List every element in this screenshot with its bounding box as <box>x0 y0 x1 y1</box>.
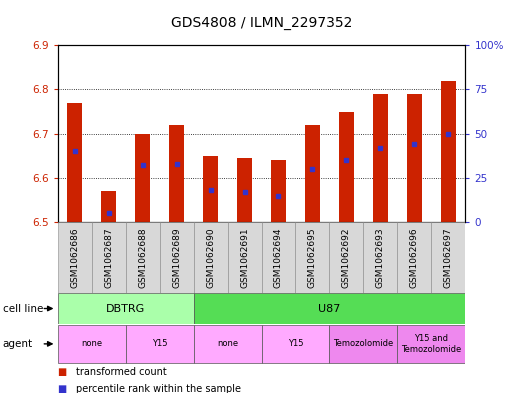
Bar <box>373 94 388 222</box>
Text: Temozolomide: Temozolomide <box>333 340 394 348</box>
Text: none: none <box>217 340 238 348</box>
Bar <box>329 325 397 363</box>
Bar <box>194 293 465 324</box>
Bar <box>126 325 194 363</box>
Text: DBTRG: DBTRG <box>106 303 145 314</box>
Bar <box>194 325 262 363</box>
Text: cell line: cell line <box>3 303 43 314</box>
Bar <box>58 293 194 324</box>
Text: GSM1062686: GSM1062686 <box>70 228 79 288</box>
Bar <box>295 222 329 293</box>
Text: GSM1062688: GSM1062688 <box>138 228 147 288</box>
Text: Y15 and
Temozolomide: Y15 and Temozolomide <box>401 334 462 354</box>
Bar <box>126 222 160 293</box>
Bar <box>194 222 228 293</box>
Bar <box>92 222 126 293</box>
Text: Y15: Y15 <box>288 340 303 348</box>
Bar <box>67 103 82 222</box>
Bar <box>363 222 397 293</box>
Bar <box>305 125 320 222</box>
Bar <box>397 222 431 293</box>
Bar <box>101 191 116 222</box>
Bar <box>58 222 92 293</box>
Bar <box>160 222 194 293</box>
Text: GSM1062692: GSM1062692 <box>342 228 351 288</box>
Text: GDS4808 / ILMN_2297352: GDS4808 / ILMN_2297352 <box>171 16 352 30</box>
Bar <box>407 94 422 222</box>
Bar <box>262 325 329 363</box>
Bar <box>329 222 363 293</box>
Text: GSM1062694: GSM1062694 <box>274 228 283 288</box>
Bar <box>203 156 218 222</box>
Text: ■: ■ <box>58 384 67 393</box>
Bar <box>169 125 184 222</box>
Bar <box>237 158 252 222</box>
Text: none: none <box>81 340 102 348</box>
Bar <box>58 325 126 363</box>
Text: ■: ■ <box>58 367 67 377</box>
Bar <box>339 112 354 222</box>
Text: GSM1062693: GSM1062693 <box>376 228 385 288</box>
Text: agent: agent <box>3 339 33 349</box>
Text: U87: U87 <box>319 303 340 314</box>
Text: percentile rank within the sample: percentile rank within the sample <box>76 384 241 393</box>
Text: GSM1062695: GSM1062695 <box>308 228 317 288</box>
Text: GSM1062696: GSM1062696 <box>410 228 419 288</box>
Text: GSM1062687: GSM1062687 <box>104 228 113 288</box>
Text: GSM1062690: GSM1062690 <box>206 228 215 288</box>
Bar <box>271 160 286 222</box>
Bar <box>431 222 465 293</box>
Text: GSM1062691: GSM1062691 <box>240 228 249 288</box>
Text: GSM1062689: GSM1062689 <box>172 228 181 288</box>
Bar <box>262 222 295 293</box>
Bar <box>228 222 262 293</box>
Text: Y15: Y15 <box>152 340 167 348</box>
Text: transformed count: transformed count <box>76 367 167 377</box>
Bar <box>441 81 456 222</box>
Bar <box>135 134 150 222</box>
Text: GSM1062697: GSM1062697 <box>444 228 453 288</box>
Bar <box>397 325 465 363</box>
